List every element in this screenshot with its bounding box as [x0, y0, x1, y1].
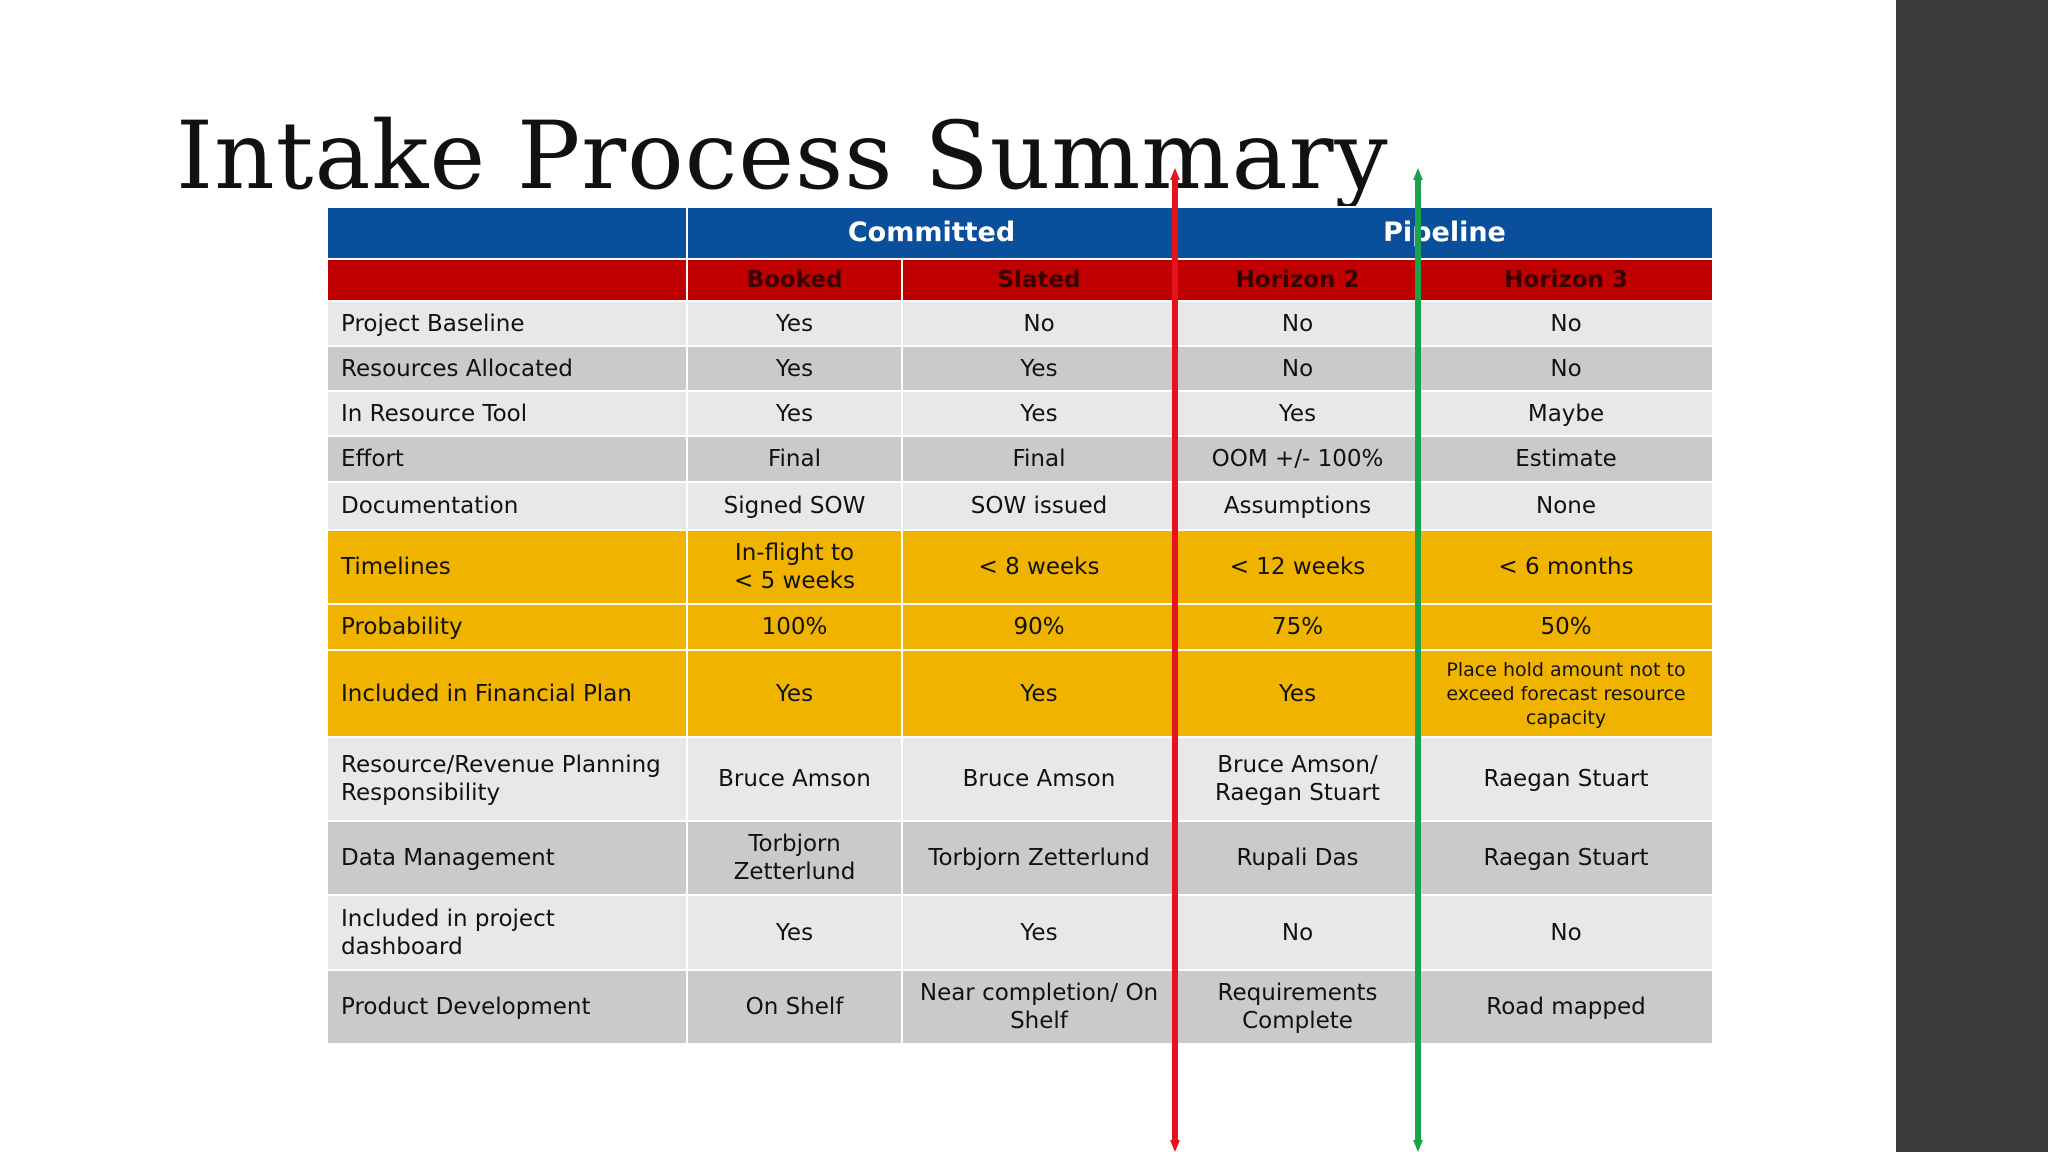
- table-cell: Bruce Amson/ Raegan Stuart: [1175, 736, 1420, 822]
- row-label: Project Baseline: [326, 300, 688, 347]
- table-cell: Rupali Das: [1175, 820, 1420, 896]
- table-row: Timelines In-flight to < 5 weeks < 8 wee…: [326, 529, 1715, 605]
- table-cell: Torbjorn Zetterlund: [686, 820, 903, 896]
- table-cell: Road mapped: [1417, 969, 1715, 1045]
- row-label: Resources Allocated: [326, 345, 688, 392]
- group-header-row: Committed Pipeline: [326, 206, 1715, 260]
- column-header: Horizon 2: [1175, 258, 1420, 302]
- row-label: Probability: [326, 603, 688, 651]
- slide-title: Intake Process Summary: [176, 102, 1389, 211]
- table-cell: Yes: [686, 649, 903, 738]
- row-label: Documentation: [326, 481, 688, 531]
- table-cell: No: [1417, 300, 1715, 347]
- column-header: Horizon 3: [1417, 258, 1715, 302]
- table-cell: Place hold amount not to exceed forecast…: [1417, 649, 1715, 738]
- row-label: In Resource Tool: [326, 390, 688, 437]
- table-cell: None: [1417, 481, 1715, 531]
- row-label: Data Management: [326, 820, 688, 896]
- row-label: Timelines: [326, 529, 688, 605]
- table-cell: < 6 months: [1417, 529, 1715, 605]
- table-cell: Maybe: [1417, 390, 1715, 437]
- table-cell: 100%: [686, 603, 903, 651]
- table-row: Probability 100% 90% 75% 50%: [326, 603, 1715, 651]
- table-cell: Requirements Complete: [1175, 969, 1420, 1045]
- table-cell: Yes: [1175, 390, 1420, 437]
- table-cell: Yes: [686, 300, 903, 347]
- table-cell: No: [1175, 894, 1420, 971]
- table-cell: Yes: [901, 390, 1177, 437]
- table-cell: Signed SOW: [686, 481, 903, 531]
- red-divider-arrow: [1170, 168, 1180, 1152]
- table-cell: Final: [901, 435, 1177, 483]
- table-cell: 90%: [901, 603, 1177, 651]
- table-cell: Yes: [901, 649, 1177, 738]
- green-divider-arrow: [1413, 168, 1423, 1152]
- row-label: Resource/Revenue Planning Responsibility: [326, 736, 688, 822]
- table-row: Project Baseline Yes No No No: [326, 300, 1715, 347]
- table-cell: SOW issued: [901, 481, 1177, 531]
- table-cell: Bruce Amson: [901, 736, 1177, 822]
- column-header-row: Booked Slated Horizon 2 Horizon 3: [326, 258, 1715, 302]
- table-row: Resources Allocated Yes Yes No No: [326, 345, 1715, 392]
- table-cell: 75%: [1175, 603, 1420, 651]
- table-cell: Estimate: [1417, 435, 1715, 483]
- table-cell: OOM +/- 100%: [1175, 435, 1420, 483]
- table-cell: Final: [686, 435, 903, 483]
- table-cell: 50%: [1417, 603, 1715, 651]
- row-label: Product Development: [326, 969, 688, 1045]
- table-cell: Yes: [686, 894, 903, 971]
- table-cell: Assumptions: [1175, 481, 1420, 531]
- table-cell: < 12 weeks: [1175, 529, 1420, 605]
- table-cell: Near completion/ On Shelf: [901, 969, 1177, 1045]
- table-cell: < 8 weeks: [901, 529, 1177, 605]
- row-label: Effort: [326, 435, 688, 483]
- table-row: Product Development On Shelf Near comple…: [326, 969, 1715, 1045]
- group-header-blank: [326, 206, 688, 260]
- table-cell: Raegan Stuart: [1417, 820, 1715, 896]
- table-cell: No: [1417, 894, 1715, 971]
- row-label: Included in project dashboard: [326, 894, 688, 971]
- table-cell: Torbjorn Zetterlund: [901, 820, 1177, 896]
- table-cell: No: [901, 300, 1177, 347]
- slide-sidebar: 2: [1896, 0, 2048, 1152]
- group-header-pipeline: Pipeline: [1174, 206, 1715, 260]
- table-cell: Raegan Stuart: [1417, 736, 1715, 822]
- table-row: In Resource Tool Yes Yes Yes Maybe: [326, 390, 1715, 437]
- intake-summary-table: Committed Pipeline Booked Slated Horizon…: [326, 206, 1715, 1045]
- table-cell: On Shelf: [686, 969, 903, 1045]
- table-cell: No: [1175, 345, 1420, 392]
- column-header-blank: [326, 258, 688, 302]
- table-cell: Bruce Amson: [686, 736, 903, 822]
- table-cell: Yes: [1175, 649, 1420, 738]
- table-cell: In-flight to < 5 weeks: [686, 529, 903, 605]
- table-row: Documentation Signed SOW SOW issued Assu…: [326, 481, 1715, 531]
- row-label: Included in Financial Plan: [326, 649, 688, 738]
- table-cell: No: [1175, 300, 1420, 347]
- group-header-committed: Committed: [686, 206, 1177, 260]
- table-row: Included in Financial Plan Yes Yes Yes P…: [326, 649, 1715, 738]
- table-cell: Yes: [901, 894, 1177, 971]
- column-header: Slated: [901, 258, 1177, 302]
- table-cell: Yes: [686, 345, 903, 392]
- table-row: Resource/Revenue Planning Responsibility…: [326, 736, 1715, 822]
- column-header: Booked: [686, 258, 903, 302]
- table-cell: Yes: [686, 390, 903, 437]
- table-row: Effort Final Final OOM +/- 100% Estimate: [326, 435, 1715, 483]
- table-row: Data Management Torbjorn Zetterlund Torb…: [326, 820, 1715, 896]
- table-cell: Yes: [901, 345, 1177, 392]
- table-cell: No: [1417, 345, 1715, 392]
- table-row: Included in project dashboard Yes Yes No…: [326, 894, 1715, 971]
